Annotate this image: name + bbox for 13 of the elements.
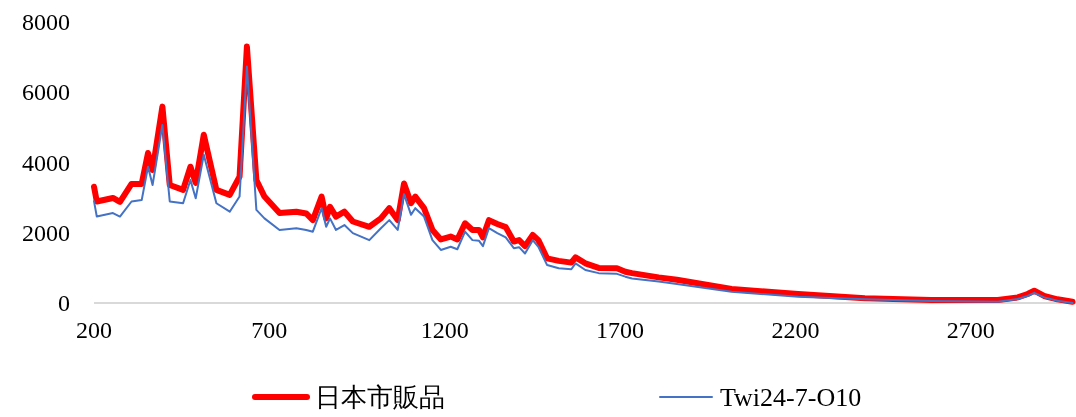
legend-label: 日本市販品 (315, 382, 445, 412)
y-tick-label: 2000 (22, 219, 70, 246)
y-tick-label: 4000 (22, 149, 70, 176)
y-tick-label: 8000 (22, 9, 70, 35)
x-tick-label: 1700 (596, 317, 645, 343)
x-tick-label: 700 (251, 317, 288, 343)
x-tick-label: 2700 (946, 317, 995, 343)
y-tick-label: 6000 (22, 79, 70, 106)
legend-label: Twi24-7-O10 (720, 382, 862, 412)
x-tick-label: 200 (76, 317, 112, 343)
y-tick-label: 0 (58, 290, 70, 316)
x-tick-label: 2200 (771, 317, 820, 343)
x-tick-label: 1200 (420, 317, 469, 343)
